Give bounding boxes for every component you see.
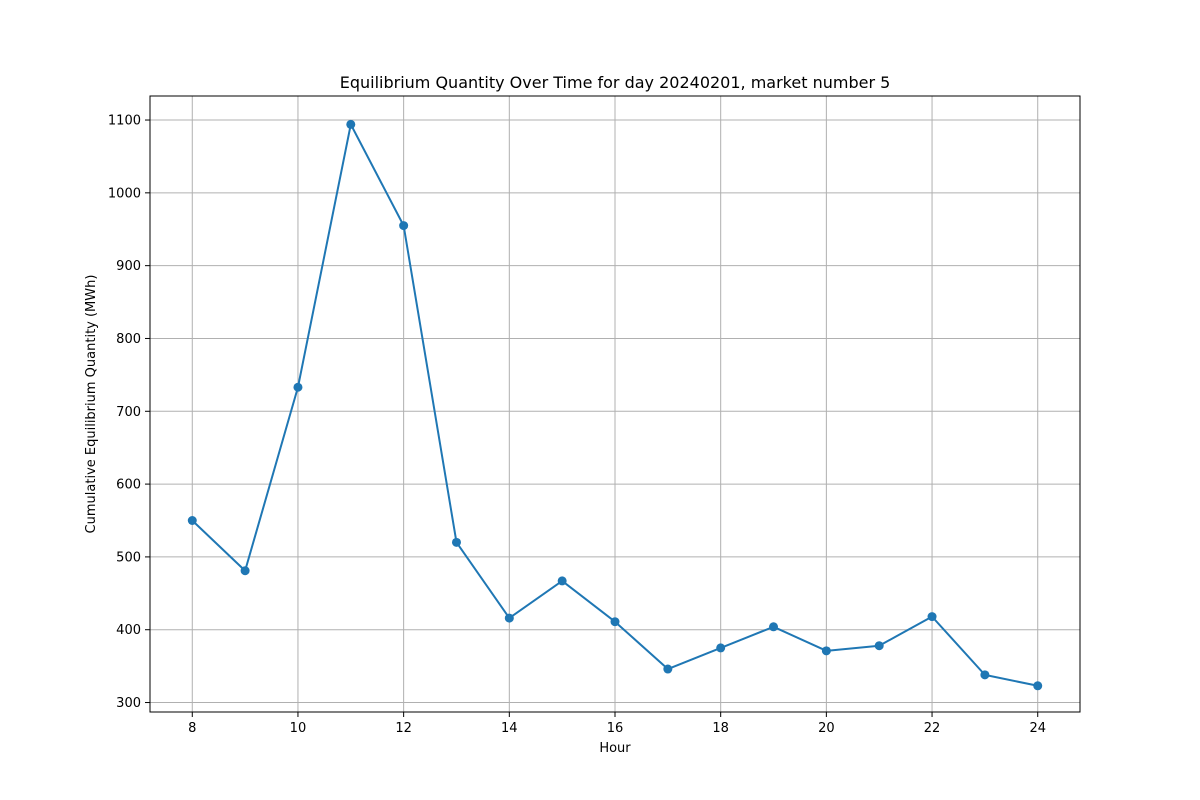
data-point bbox=[1033, 681, 1043, 691]
x-tick-label: 18 bbox=[712, 721, 729, 736]
y-tick-label: 800 bbox=[116, 332, 141, 347]
x-tick-label: 14 bbox=[501, 721, 518, 736]
data-point bbox=[346, 119, 356, 129]
data-point bbox=[610, 617, 620, 627]
x-tick-label: 12 bbox=[395, 721, 412, 736]
data-point bbox=[769, 622, 779, 632]
y-tick-label: 500 bbox=[116, 550, 141, 565]
data-point bbox=[399, 221, 409, 231]
x-tick-label: 8 bbox=[188, 721, 196, 736]
y-tick-label: 400 bbox=[116, 623, 141, 638]
data-point bbox=[451, 537, 461, 547]
y-axis-label: Cumulative Equilibrium Quantity (MWh) bbox=[84, 275, 99, 534]
data-point bbox=[663, 664, 673, 674]
y-tick-label: 1100 bbox=[108, 114, 141, 129]
y-tick-label: 1000 bbox=[108, 186, 141, 201]
y-tick-label: 900 bbox=[116, 259, 141, 274]
data-point bbox=[821, 646, 831, 656]
x-tick-label: 20 bbox=[818, 721, 835, 736]
x-tick-label: 24 bbox=[1029, 721, 1046, 736]
x-axis-label: Hour bbox=[599, 741, 631, 756]
data-point bbox=[240, 566, 250, 576]
chart-title: Equilibrium Quantity Over Time for day 2… bbox=[340, 73, 891, 92]
y-tick-label: 700 bbox=[116, 405, 141, 420]
data-point bbox=[557, 576, 567, 586]
data-point bbox=[504, 613, 514, 623]
data-point bbox=[187, 516, 197, 526]
x-tick-label: 16 bbox=[607, 721, 624, 736]
grid-lines bbox=[150, 96, 1080, 712]
data-point bbox=[927, 612, 937, 622]
series-layer bbox=[187, 119, 1043, 691]
y-tick-label: 300 bbox=[116, 696, 141, 711]
data-point bbox=[980, 670, 990, 680]
data-point bbox=[716, 643, 726, 653]
x-tick-label: 22 bbox=[924, 721, 941, 736]
axis-ticks: 8 10 12 14 16 18 20 22 24 300 400 500 600 700 800 900 10… bbox=[108, 114, 1046, 736]
y-tick-label: 600 bbox=[116, 478, 141, 493]
data-point bbox=[293, 382, 303, 392]
x-tick-label: 10 bbox=[290, 721, 307, 736]
data-point bbox=[874, 641, 884, 651]
